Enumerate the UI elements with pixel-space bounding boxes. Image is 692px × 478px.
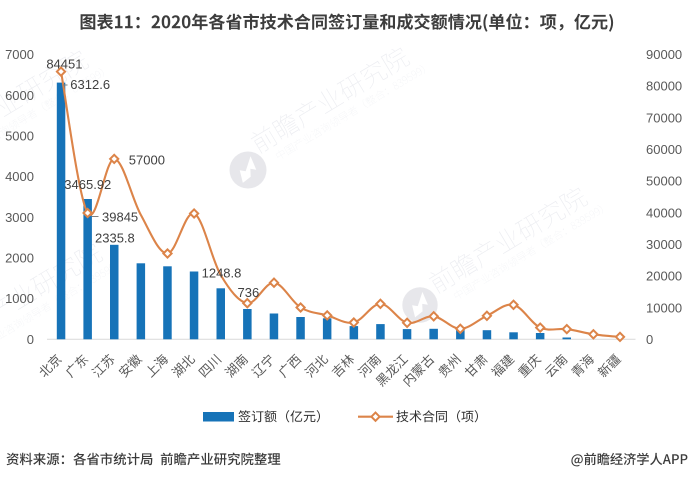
svg-text:57000: 57000 bbox=[129, 152, 165, 167]
svg-text:60000: 60000 bbox=[646, 142, 682, 157]
svg-text:4000: 4000 bbox=[5, 169, 34, 184]
svg-text:39845: 39845 bbox=[102, 210, 138, 225]
svg-text:80000: 80000 bbox=[646, 79, 682, 94]
svg-text:90000: 90000 bbox=[646, 47, 682, 62]
svg-text:2000: 2000 bbox=[5, 251, 34, 266]
svg-text:0: 0 bbox=[27, 332, 34, 347]
svg-text:6312.6: 6312.6 bbox=[70, 77, 110, 92]
svg-text:40000: 40000 bbox=[646, 205, 682, 220]
svg-text:6000: 6000 bbox=[5, 88, 34, 103]
svg-text:3465.92: 3465.92 bbox=[64, 177, 111, 192]
svg-text:1000: 1000 bbox=[5, 291, 34, 306]
svg-text:20000: 20000 bbox=[646, 269, 682, 284]
svg-text:0: 0 bbox=[646, 332, 653, 347]
svg-text:736: 736 bbox=[238, 285, 260, 300]
svg-text:2335.8: 2335.8 bbox=[95, 231, 135, 246]
svg-text:1248.8: 1248.8 bbox=[202, 266, 242, 281]
svg-text:7000: 7000 bbox=[5, 47, 34, 62]
svg-text:5000: 5000 bbox=[5, 129, 34, 144]
svg-text:30000: 30000 bbox=[646, 237, 682, 252]
svg-text:10000: 10000 bbox=[646, 300, 682, 315]
svg-text:84451: 84451 bbox=[46, 56, 82, 71]
svg-text:3000: 3000 bbox=[5, 210, 34, 225]
svg-text:50000: 50000 bbox=[646, 174, 682, 189]
svg-text:70000: 70000 bbox=[646, 110, 682, 125]
